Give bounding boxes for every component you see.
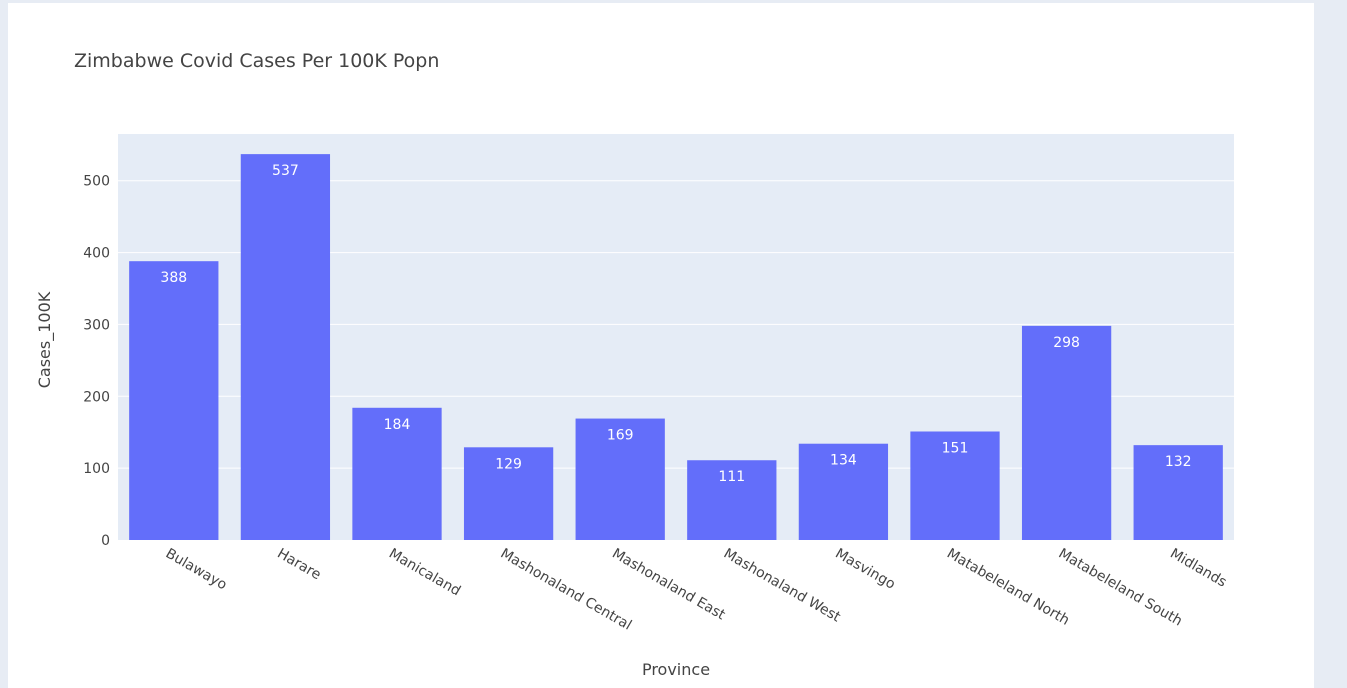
y-tick-label: 200 — [83, 389, 110, 405]
bar[interactable] — [687, 460, 777, 540]
chart-card: Zimbabwe Covid Cases Per 100K Popn 388 53… — [8, 3, 1314, 688]
y-axis-title: Cases_100K — [35, 291, 55, 388]
bar[interactable] — [463, 447, 554, 540]
bar[interactable] — [798, 443, 889, 540]
x-tick-label: Mashonaland West — [721, 546, 844, 626]
x-tick-label: Matabeleland South — [1056, 546, 1185, 630]
y-tick-label: 500 — [83, 174, 110, 190]
x-tick-label: Manicaland — [386, 546, 463, 600]
bar[interactable] — [910, 431, 1000, 540]
y-tick-label: 300 — [83, 317, 110, 333]
bar[interactable] — [240, 154, 331, 540]
bar[interactable] — [1133, 445, 1223, 540]
bar-value-label: 298 — [1053, 335, 1080, 351]
bar-value-label: 169 — [607, 428, 634, 444]
chart-title: Zimbabwe Covid Cases Per 100K Popn — [74, 50, 439, 72]
y-tick-label: 400 — [83, 246, 110, 262]
bar[interactable] — [575, 418, 665, 540]
x-axis-title: Province — [642, 660, 710, 679]
bar-value-label: 151 — [942, 440, 969, 456]
x-tick-label: Harare — [274, 546, 323, 584]
bar-value-label: 111 — [718, 469, 745, 485]
bar-value-label: 388 — [160, 270, 187, 286]
y-tick-label: 100 — [83, 461, 110, 477]
bar-value-label: 134 — [830, 453, 857, 469]
bar[interactable] — [1021, 325, 1112, 540]
x-tick-label: Matabeleland North — [944, 546, 1072, 629]
x-tick-label: Mashonaland East — [609, 546, 728, 624]
x-tick-label: Midlands — [1167, 546, 1229, 591]
y-tick-label: 0 — [101, 533, 110, 549]
bar[interactable] — [352, 407, 442, 540]
x-tick-label: Bulawayo — [163, 546, 230, 594]
bar-chart: Zimbabwe Covid Cases Per 100K Popn 388 53… — [35, 50, 1234, 679]
x-tick-label: Masvingo — [832, 546, 898, 593]
bar-value-label: 132 — [1165, 454, 1192, 470]
bar-value-label: 129 — [495, 456, 522, 472]
bar-value-label: 537 — [272, 163, 299, 179]
bar-value-label: 184 — [384, 417, 411, 433]
bar[interactable] — [129, 261, 219, 540]
